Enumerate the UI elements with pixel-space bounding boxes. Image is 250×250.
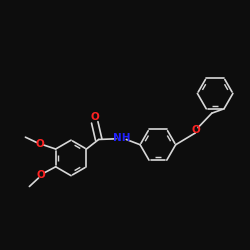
Text: O: O (37, 170, 46, 180)
Text: NH: NH (113, 133, 130, 143)
Text: O: O (90, 112, 99, 122)
Text: O: O (191, 125, 200, 135)
Text: O: O (36, 139, 44, 149)
